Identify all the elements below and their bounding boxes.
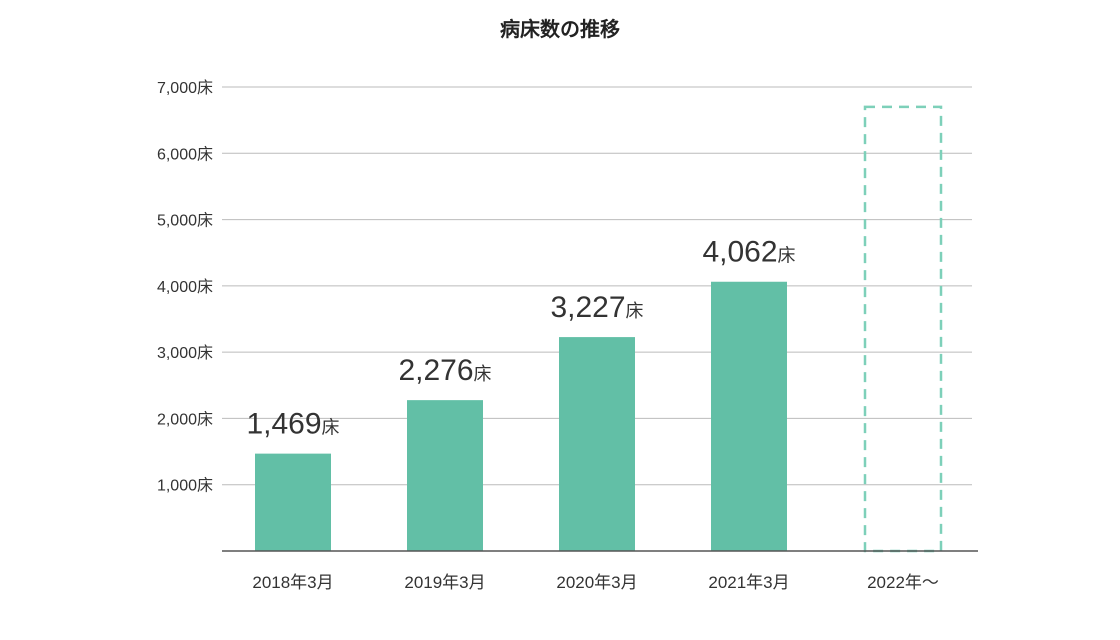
data-label-unit: 床 — [322, 418, 340, 438]
data-label-unit: 床 — [626, 301, 644, 321]
data-label-value: 2,276 — [398, 354, 473, 387]
data-label: 3,227床 — [550, 291, 643, 324]
bar — [711, 281, 787, 551]
bar — [255, 453, 331, 551]
y-tick-label: 6,000床 — [157, 145, 213, 163]
data-label-value: 4,062 — [702, 236, 777, 269]
data-label-value: 1,469 — [246, 408, 321, 441]
x-tick-label: 2022年～ — [867, 573, 939, 592]
y-tick-label: 2,000床 — [157, 410, 213, 428]
y-tick-label: 4,000床 — [157, 278, 213, 296]
bars — [255, 105, 943, 553]
data-label: 2,276床 — [398, 354, 491, 387]
x-tick-label: 2020年3月 — [556, 573, 637, 592]
y-tick-label: 5,000床 — [157, 212, 213, 230]
placeholder-bar — [863, 105, 943, 553]
data-label-unit: 床 — [778, 246, 796, 266]
y-tick-label: 1,000床 — [157, 477, 213, 495]
y-tick-label: 3,000床 — [157, 344, 213, 362]
data-label: 1,469床 — [246, 408, 339, 441]
data-label-unit: 床 — [474, 364, 492, 384]
x-tick-label: 2021年3月 — [708, 573, 789, 592]
y-tick-labels: 1,000床 2,000床 3,000床 4,000床 5,000床 6,000床 7,00… — [157, 79, 213, 495]
chart-title: 病床数の推移 — [500, 17, 620, 41]
x-tick-labels: 2018年3月 2019年3月 2020年3月 2021年3月 2022年～ — [252, 573, 939, 592]
data-label: 4,062床 — [702, 236, 795, 269]
bar — [407, 400, 483, 551]
x-tick-label: 2018年3月 — [252, 573, 333, 592]
y-tick-label: 7,000床 — [157, 79, 213, 97]
data-label-value: 3,227 — [550, 291, 625, 324]
x-tick-label: 2019年3月 — [404, 573, 485, 592]
bar — [559, 337, 635, 551]
